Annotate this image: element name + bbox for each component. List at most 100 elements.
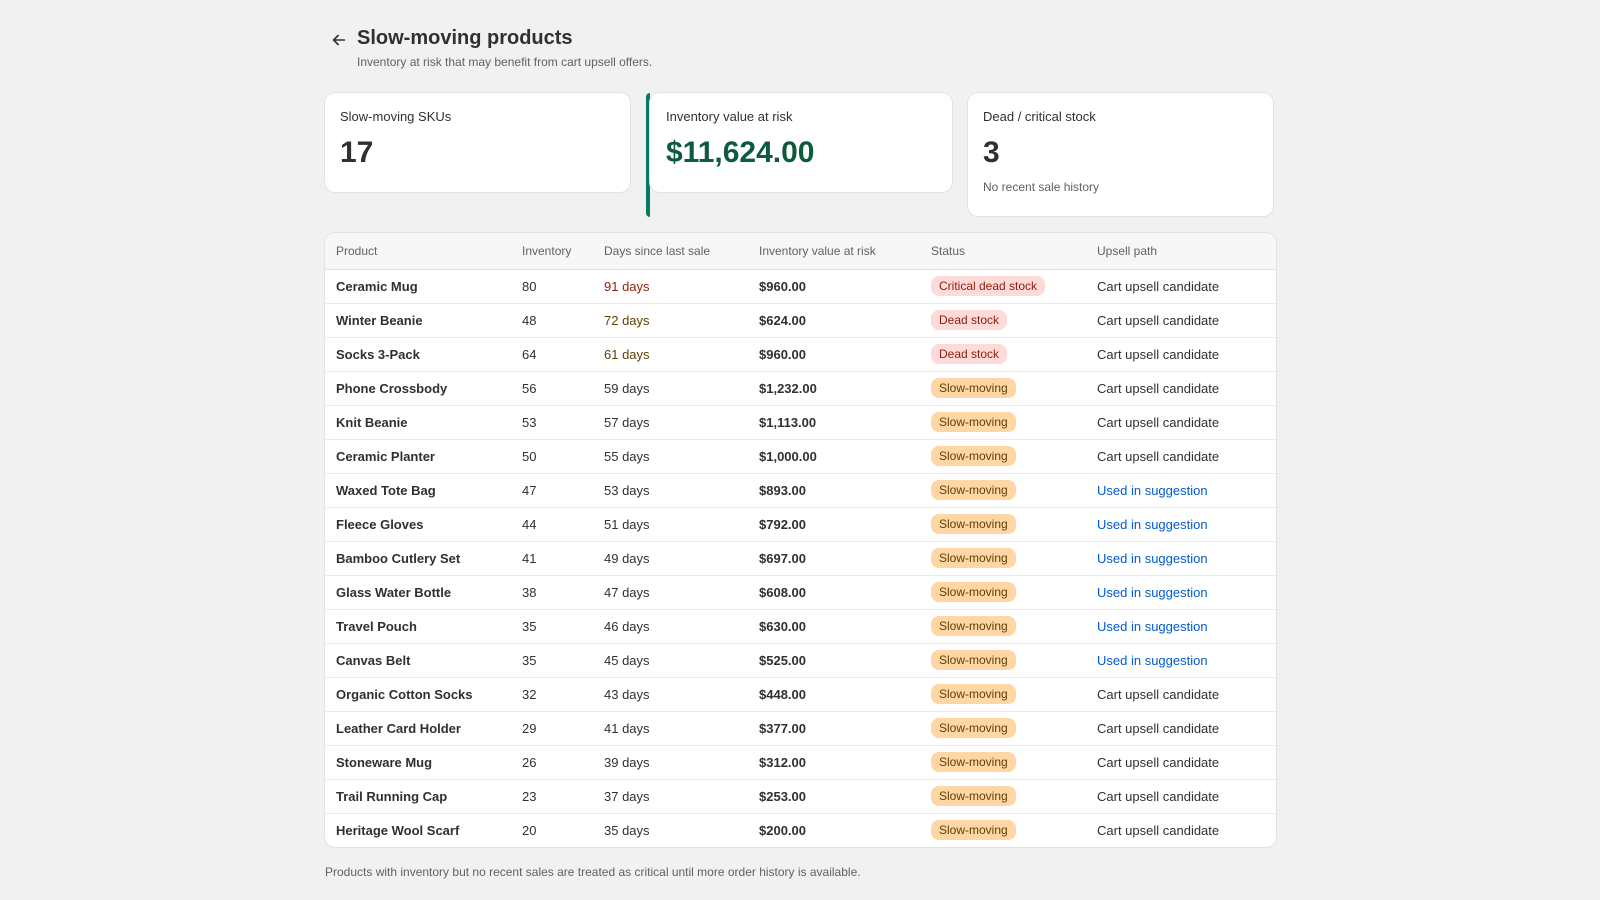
- page-title: Slow-moving products: [357, 27, 573, 49]
- status-badge: Dead stock: [931, 310, 1008, 330]
- upsell-suggestion-link[interactable]: Used in suggestion: [1097, 550, 1208, 566]
- cell-upsell-path: Used in suggestion: [1086, 643, 1276, 678]
- cell-status: Slow-moving: [920, 643, 1086, 678]
- table-row[interactable]: Travel Pouch 35 46 days $630.00 Slow-moving U…: [325, 609, 1276, 644]
- cell-value-at-risk: $312.00: [748, 745, 920, 780]
- table-row[interactable]: Trail Running Cap 23 37 days $253.00 Slow-mo…: [325, 779, 1276, 814]
- cell-inventory: 38: [511, 575, 593, 610]
- status-badge: Slow-moving: [931, 786, 1016, 806]
- cell-upsell-path: Cart upsell candidate: [1086, 677, 1276, 712]
- upsell-suggestion-link[interactable]: Used in suggestion: [1097, 482, 1208, 498]
- cell-status: Slow-moving: [920, 745, 1086, 780]
- status-badge: Dead stock: [931, 344, 1008, 364]
- column-header-days: Days since last sale: [593, 233, 748, 270]
- table-row[interactable]: Leather Card Holder 29 41 days $377.00 Slow-…: [325, 711, 1276, 746]
- table-row[interactable]: Glass Water Bottle 38 47 days $608.00 Slow-m…: [325, 575, 1276, 610]
- cell-days-since-sale: 53 days: [593, 473, 748, 508]
- cell-days-since-sale: 91 days: [593, 269, 748, 304]
- cell-value-at-risk: $608.00: [748, 575, 920, 610]
- cell-product: Leather Card Holder: [325, 711, 511, 746]
- upsell-suggestion-link[interactable]: Used in suggestion: [1097, 516, 1208, 532]
- table-row[interactable]: Phone Crossbody 56 59 days $1,232.00 Slow-mo…: [325, 371, 1276, 406]
- cell-product: Trail Running Cap: [325, 779, 511, 814]
- table-row[interactable]: Winter Beanie 48 72 days $624.00 Dead stock C…: [325, 303, 1276, 338]
- upsell-path-text: Cart upsell candidate: [1097, 312, 1220, 328]
- cell-product: Canvas Belt: [325, 643, 511, 678]
- cell-days-since-sale: 45 days: [593, 643, 748, 678]
- column-header-upsell: Upsell path: [1086, 233, 1276, 270]
- stat-card-skus: Slow-moving SKUs 17: [325, 93, 630, 192]
- cell-upsell-path: Used in suggestion: [1086, 541, 1276, 576]
- cell-product: Glass Water Bottle: [325, 575, 511, 610]
- upsell-suggestion-link[interactable]: Used in suggestion: [1097, 618, 1208, 634]
- upsell-path-text: Cart upsell candidate: [1097, 346, 1220, 362]
- cell-inventory: 48: [511, 303, 593, 338]
- table-row[interactable]: Organic Cotton Socks 32 43 days $448.00 Slow…: [325, 677, 1276, 712]
- stat-label: Inventory value at risk: [666, 109, 793, 124]
- cell-days-since-sale: 37 days: [593, 779, 748, 814]
- column-header-value: Inventory value at risk: [748, 233, 920, 270]
- table-row[interactable]: Waxed Tote Bag 47 53 days $893.00 Slow-movin…: [325, 473, 1276, 508]
- back-button[interactable]: [325, 26, 353, 54]
- cell-days-since-sale: 35 days: [604, 822, 650, 838]
- table-row[interactable]: Bamboo Cutlery Set 41 49 days $697.00 Slow-m…: [325, 541, 1276, 576]
- cell-upsell-path: Cart upsell candidate: [1086, 405, 1276, 440]
- cell-upsell-path: Cart upsell candidate: [1086, 303, 1276, 338]
- cell-inventory: 32: [511, 677, 593, 712]
- cell-status: Slow-moving: [920, 541, 1086, 576]
- status-badge: Slow-moving: [931, 378, 1016, 398]
- cell-status: Slow-moving: [920, 677, 1086, 712]
- status-badge: Critical dead stock: [931, 276, 1046, 296]
- cell-upsell-path: Cart upsell candidate: [1086, 711, 1276, 746]
- column-header-inventory: Inventory: [511, 233, 593, 270]
- cell-upsell-path: Cart upsell candidate: [1086, 745, 1276, 780]
- cell-status: Slow-moving: [920, 371, 1086, 406]
- cell-days-since-sale: 47 days: [593, 575, 748, 610]
- cell-upsell-path: Used in suggestion: [1086, 507, 1276, 542]
- cell-value-at-risk: $960.00: [748, 269, 920, 304]
- cell-days-since-sale: 57 days: [593, 405, 748, 440]
- table-row[interactable]: Ceramic Planter 50 55 days $1,000.00 Slow-mo…: [325, 439, 1276, 474]
- cell-status: Slow-moving: [920, 439, 1086, 474]
- table-row[interactable]: Fleece Gloves 44 51 days $792.00 Slow-moving…: [325, 507, 1276, 542]
- cell-status: Dead stock: [920, 303, 1086, 338]
- cell-days-since-sale: 59 days: [593, 371, 748, 406]
- stat-card-dead-stock: Dead / critical stock 3 No recent sale h…: [968, 93, 1273, 216]
- upsell-suggestion-link[interactable]: Used in suggestion: [1097, 652, 1208, 668]
- status-badge: Slow-moving: [931, 548, 1016, 568]
- cell-inventory: 53: [511, 405, 593, 440]
- cell-upsell-path: Used in suggestion: [1086, 473, 1276, 508]
- cell-days-since-sale: 72 days: [593, 303, 748, 338]
- upsell-suggestion-link[interactable]: Used in suggestion: [1097, 584, 1208, 600]
- footer-note: Products with inventory but no recent sa…: [325, 865, 861, 879]
- status-badge: Slow-moving: [931, 514, 1016, 534]
- cell-inventory: 35: [511, 609, 593, 644]
- cell-upsell-path: Cart upsell candidate: [1086, 337, 1276, 372]
- table-body: Ceramic Mug 80 91 days $960.00 Critical dead…: [325, 269, 1276, 847]
- cell-status: Slow-moving: [920, 711, 1086, 746]
- table-row[interactable]: Knit Beanie 53 57 days $1,113.00 Slow-moving…: [325, 405, 1276, 440]
- column-header-status: Status: [920, 233, 1086, 270]
- table-row[interactable]: Heritage Wool Scarf 20 35 days $200.00 Slow-…: [325, 813, 1276, 847]
- status-badge: Slow-moving: [931, 820, 1016, 841]
- cell-product: Bamboo Cutlery Set: [325, 541, 511, 576]
- cell-inventory: 64: [511, 337, 593, 372]
- cell-upsell-path: Cart upsell candidate: [1086, 371, 1276, 406]
- cell-status: Slow-moving: [920, 813, 1086, 847]
- cell-inventory: 80: [511, 269, 593, 304]
- cell-product: Ceramic Planter: [325, 439, 511, 474]
- stat-value: 17: [340, 136, 374, 169]
- cell-status: Dead stock: [920, 337, 1086, 372]
- products-table-card: Product Inventory Days since last sale I…: [325, 233, 1276, 847]
- cell-product: Travel Pouch: [325, 609, 511, 644]
- table-row[interactable]: Stoneware Mug 26 39 days $312.00 Slow-moving…: [325, 745, 1276, 780]
- cell-upsell-path: Used in suggestion: [1086, 575, 1276, 610]
- cell-inventory: 47: [511, 473, 593, 508]
- table-row[interactable]: Socks 3-Pack 64 61 days $960.00 Dead stock Ca…: [325, 337, 1276, 372]
- cell-product: Knit Beanie: [325, 405, 511, 440]
- cell-product: Socks 3-Pack: [325, 337, 511, 372]
- table-row[interactable]: Canvas Belt 35 45 days $525.00 Slow-moving Us…: [325, 643, 1276, 678]
- cell-inventory: 29: [511, 711, 593, 746]
- cell-status: Slow-moving: [920, 473, 1086, 508]
- table-row[interactable]: Ceramic Mug 80 91 days $960.00 Critical dead…: [325, 269, 1276, 304]
